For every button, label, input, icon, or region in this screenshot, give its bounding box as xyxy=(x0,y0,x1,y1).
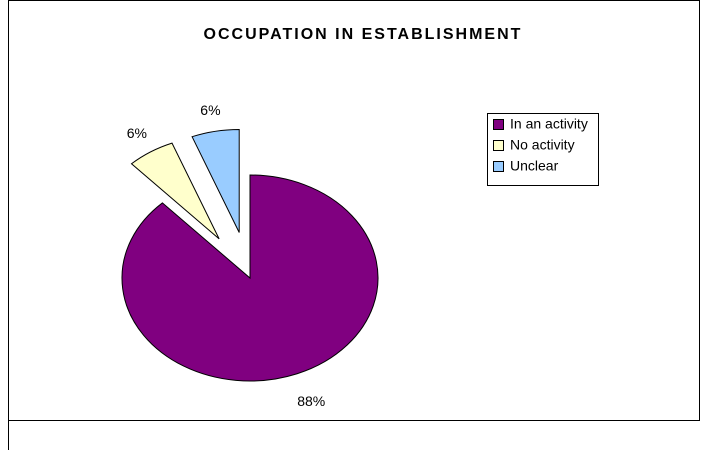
data-label: 88% xyxy=(297,393,325,409)
legend-label: No activity xyxy=(510,137,575,153)
pie-slice xyxy=(130,142,220,240)
data-label: 6% xyxy=(127,125,147,141)
legend-label: Unclear xyxy=(510,158,559,174)
legend-box xyxy=(487,113,599,186)
pie-slice xyxy=(191,128,240,233)
legend-label: In an activity xyxy=(510,116,588,132)
data-label: 6% xyxy=(200,102,220,118)
legend-swatch xyxy=(493,161,504,172)
pie-slice xyxy=(121,174,379,382)
legend-swatch xyxy=(493,140,504,151)
chart-title: OCCUPATION IN ESTABLISHMENT xyxy=(204,26,523,43)
chart-frame xyxy=(8,0,700,421)
legend-swatch xyxy=(493,119,504,130)
